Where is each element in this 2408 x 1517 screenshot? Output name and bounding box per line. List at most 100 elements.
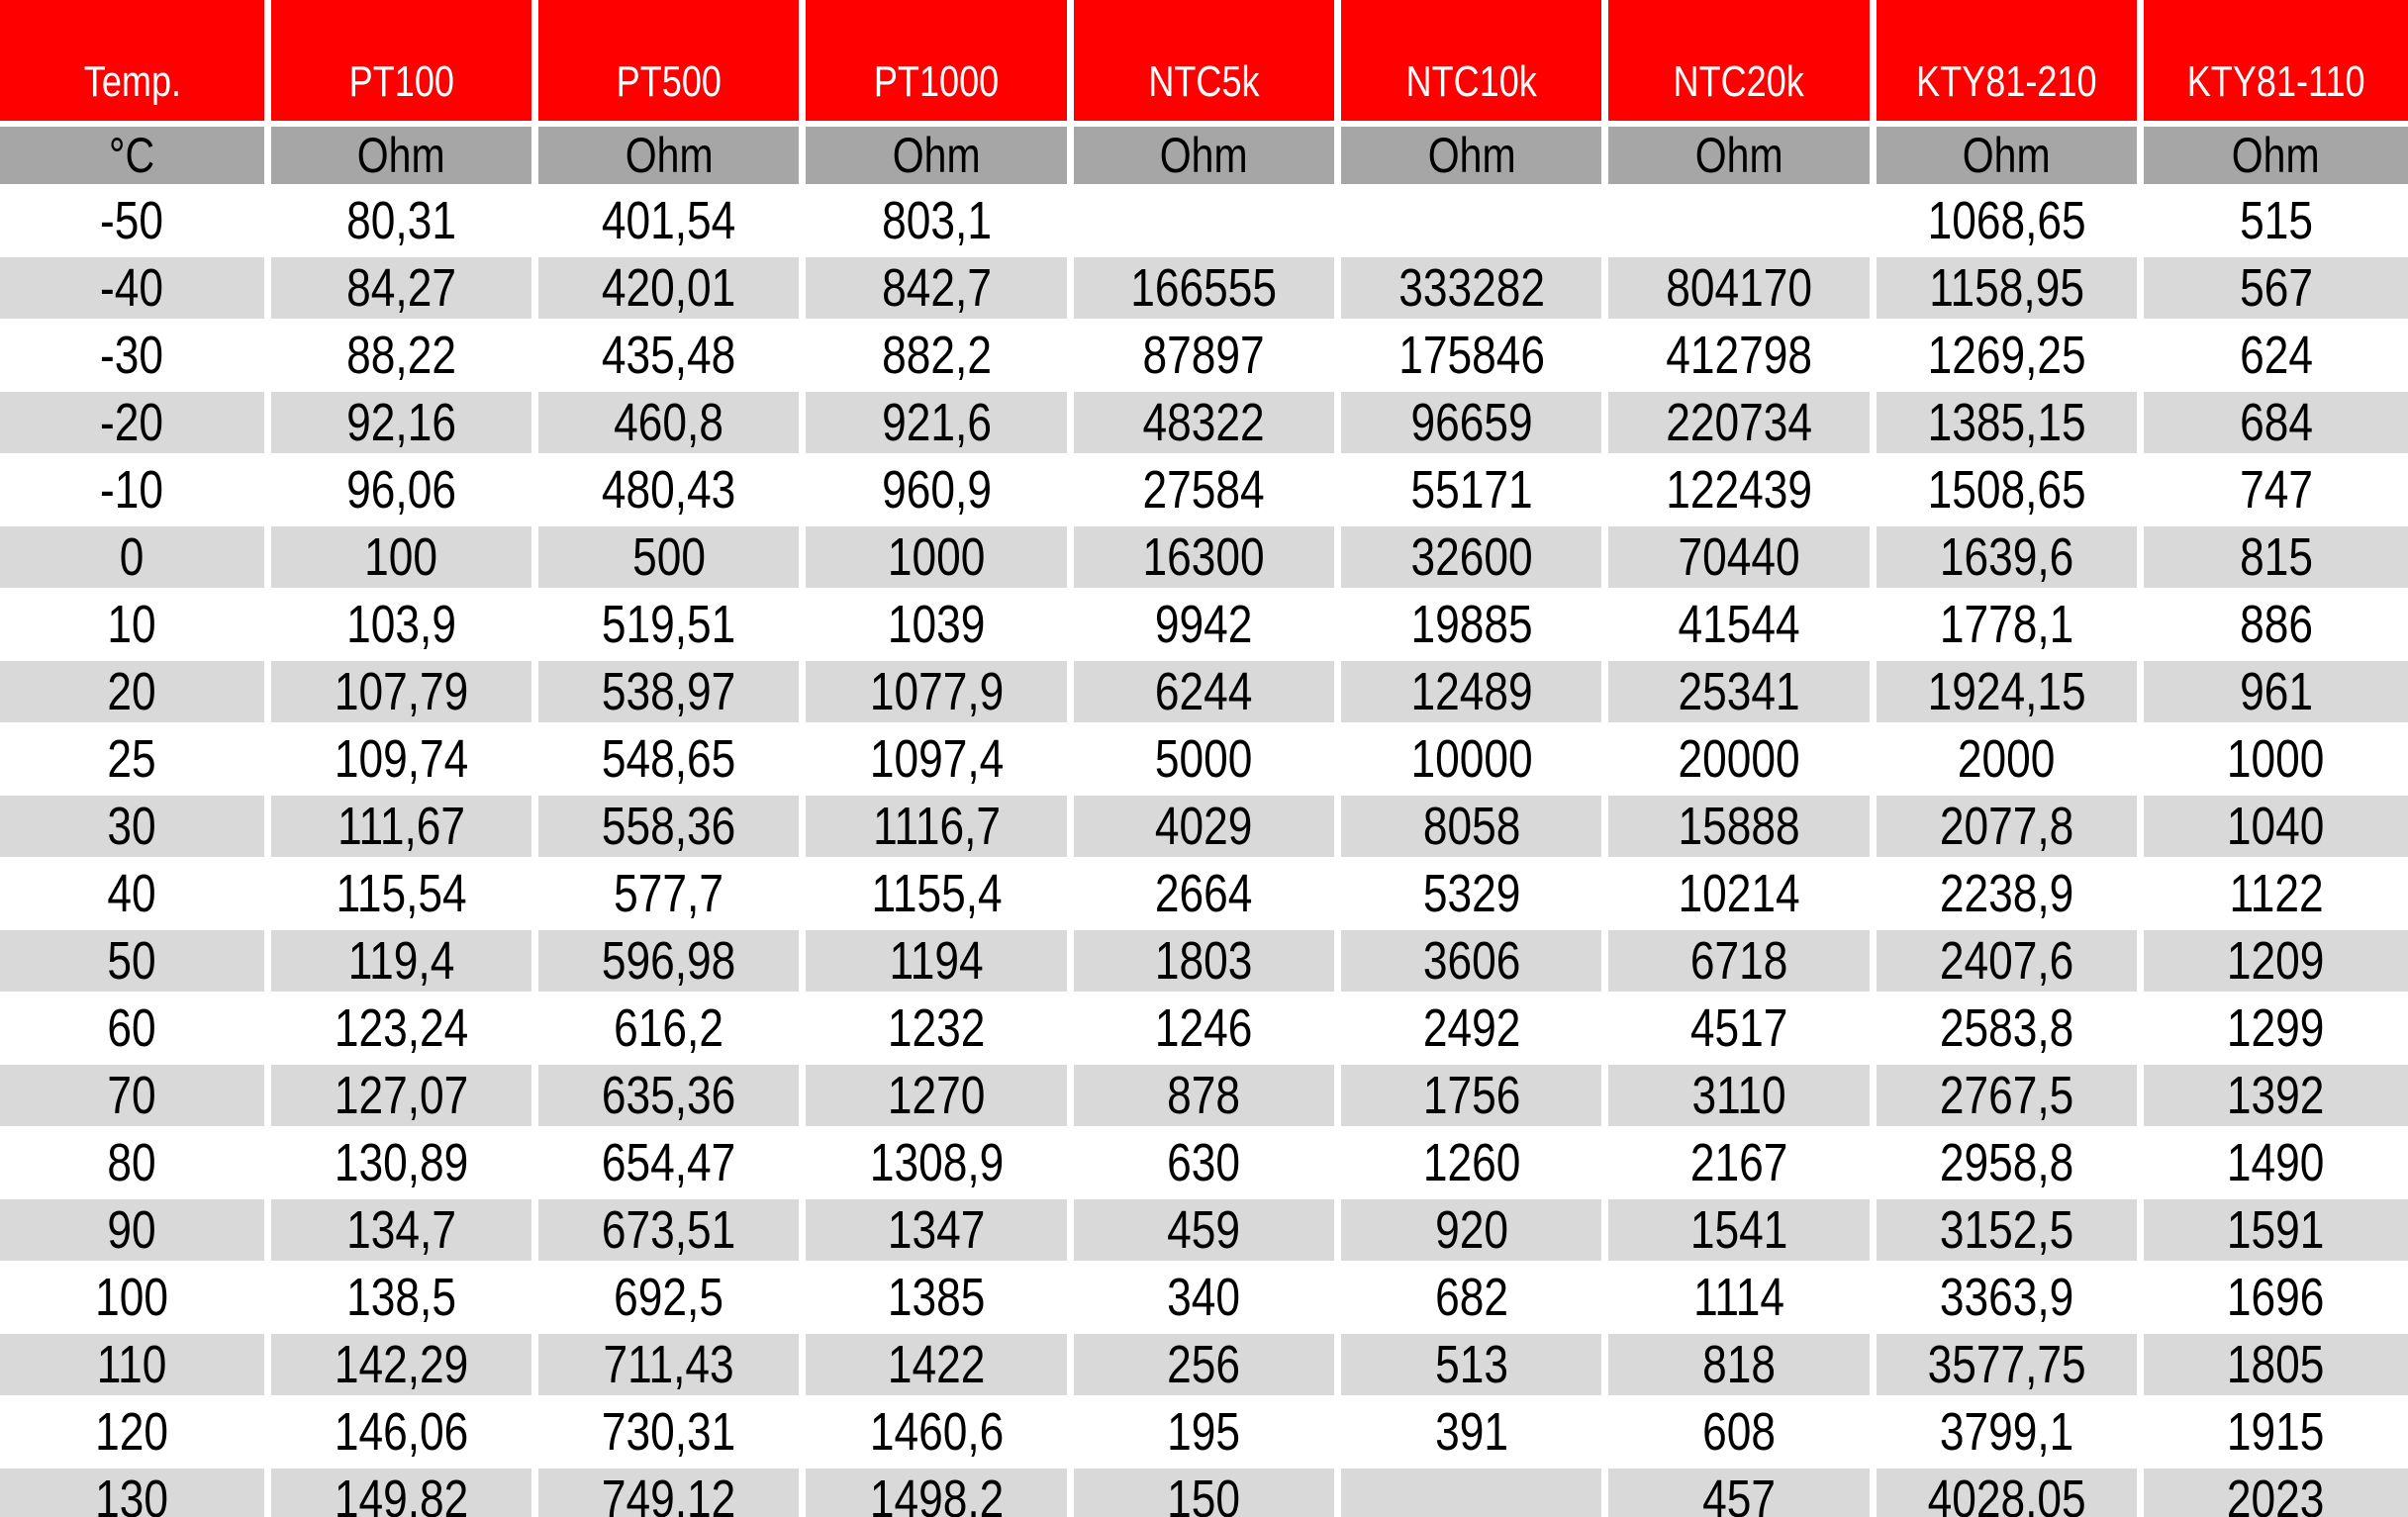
value-cell-label: 20000 bbox=[1678, 729, 1800, 789]
value-cell: 519,51 bbox=[534, 591, 807, 661]
value-cell-label: 515 bbox=[2239, 191, 2313, 250]
temp-cell: 60 bbox=[0, 995, 271, 1065]
value-cell-label: 1122 bbox=[2228, 864, 2324, 923]
value-cell: 401,54 bbox=[534, 187, 807, 257]
value-cell: 1422 bbox=[802, 1331, 1074, 1401]
header-ntc5k-label: NTC5k bbox=[1148, 57, 1260, 106]
value-cell-label: 630 bbox=[1167, 1133, 1241, 1192]
table-row: 110 142,29 711,43 1422 256 513 818 3577,75 1805 bbox=[0, 1331, 2408, 1401]
value-cell: 55171 bbox=[1337, 456, 1609, 526]
table-row: 25 109,74 548,65 1097,4 5000 10000 20000 2000 10… bbox=[0, 725, 2408, 796]
value-cell: 3577,75 bbox=[1873, 1331, 2145, 1401]
value-cell: 804170 bbox=[1604, 254, 1877, 325]
value-cell-label: 1778,1 bbox=[1939, 595, 2074, 654]
temp-cell: -10 bbox=[0, 456, 271, 526]
value-cell: 803,1 bbox=[802, 187, 1074, 257]
table-row: -20 92,16 460,8 921,6 48322 96659 220734 1385,1… bbox=[0, 389, 2408, 459]
header-ntc10k-label: NTC10k bbox=[1405, 57, 1537, 106]
value-cell bbox=[1070, 187, 1342, 257]
value-cell-label: 6718 bbox=[1689, 931, 1788, 991]
value-cell: 654,47 bbox=[534, 1129, 807, 1199]
value-cell-label: 1460,6 bbox=[869, 1402, 1004, 1462]
value-cell: 513 bbox=[1337, 1331, 1609, 1401]
value-cell-label: 577,7 bbox=[614, 864, 724, 923]
unit-kty81-210: Ohm bbox=[1873, 124, 2145, 190]
temp-cell-label: 10 bbox=[107, 595, 157, 654]
unit-pt500-label: Ohm bbox=[625, 128, 714, 183]
temp-cell: 70 bbox=[0, 1062, 271, 1132]
value-cell: 1347 bbox=[802, 1196, 1074, 1267]
value-cell-label: 1639,6 bbox=[1939, 527, 2074, 587]
value-cell-label: 142,29 bbox=[334, 1335, 469, 1394]
value-cell-label: 122439 bbox=[1666, 460, 1813, 520]
header-pt1000: PT1000 bbox=[802, 0, 1074, 127]
unit-ntc20k-label: Ohm bbox=[1694, 128, 1783, 183]
value-cell-label: 32600 bbox=[1410, 527, 1533, 587]
value-cell: 1498,2 bbox=[802, 1466, 1074, 1517]
value-cell: 2664 bbox=[1070, 860, 1342, 930]
value-cell: 134,7 bbox=[267, 1196, 539, 1267]
temp-cell: 90 bbox=[0, 1196, 271, 1267]
value-cell-label: 3152,5 bbox=[1939, 1200, 2074, 1260]
value-cell bbox=[1337, 187, 1609, 257]
table-row: 90 134,7 673,51 1347 459 920 1541 3152,5 1591 bbox=[0, 1196, 2408, 1267]
value-cell: 730,31 bbox=[534, 1398, 807, 1469]
value-cell: 711,43 bbox=[534, 1331, 807, 1401]
value-cell-label: 616,2 bbox=[614, 998, 724, 1058]
value-cell: 630 bbox=[1070, 1129, 1342, 1199]
value-cell: 635,36 bbox=[534, 1062, 807, 1132]
value-cell: 2407,6 bbox=[1873, 927, 2145, 997]
value-cell: 109,74 bbox=[267, 725, 539, 796]
value-cell-label: 1194 bbox=[889, 931, 984, 991]
temp-cell: 0 bbox=[0, 523, 271, 594]
value-cell-label: 92,16 bbox=[346, 393, 456, 452]
table-row: 30 111,67 558,36 1116,7 4029 8058 15888 2077,8 1… bbox=[0, 793, 2408, 863]
value-cell: 100 bbox=[267, 523, 539, 594]
value-cell: 2077,8 bbox=[1873, 793, 2145, 863]
value-cell: 127,07 bbox=[267, 1062, 539, 1132]
value-cell-label: 220734 bbox=[1666, 393, 1813, 452]
value-cell: 842,7 bbox=[802, 254, 1074, 325]
value-cell-label: 127,07 bbox=[334, 1066, 469, 1125]
value-cell: 1639,6 bbox=[1873, 523, 2145, 594]
value-cell: 12489 bbox=[1337, 658, 1609, 728]
header-pt100: PT100 bbox=[267, 0, 539, 127]
value-cell-label: 3799,1 bbox=[1939, 1402, 2074, 1462]
value-cell-label: 804170 bbox=[1666, 258, 1813, 318]
temp-cell-label: -30 bbox=[100, 326, 164, 385]
value-cell-label: 134,7 bbox=[346, 1200, 456, 1260]
value-cell-label: 842,7 bbox=[881, 258, 992, 318]
value-cell-label: 596,98 bbox=[602, 931, 736, 991]
value-cell: 1805 bbox=[2140, 1331, 2408, 1401]
value-cell: 1696 bbox=[2140, 1264, 2408, 1334]
temp-cell-label: 50 bbox=[107, 931, 157, 991]
header-pt500: PT500 bbox=[534, 0, 807, 127]
unit-pt100: Ohm bbox=[267, 124, 539, 190]
value-cell: 9942 bbox=[1070, 591, 1342, 661]
value-cell-label: 27584 bbox=[1142, 460, 1266, 520]
value-cell: 340 bbox=[1070, 1264, 1342, 1334]
temp-cell-label: 60 bbox=[107, 998, 157, 1058]
value-cell-label: 391 bbox=[1434, 1402, 1508, 1462]
temp-cell: -20 bbox=[0, 389, 271, 459]
unit-ntc5k: Ohm bbox=[1070, 124, 1342, 190]
value-cell: 6244 bbox=[1070, 658, 1342, 728]
temp-cell: 10 bbox=[0, 591, 271, 661]
value-cell-label: 84,27 bbox=[346, 258, 456, 318]
value-cell-label: 635,36 bbox=[602, 1066, 736, 1125]
value-cell: 1040 bbox=[2140, 793, 2408, 863]
value-cell-label: 80,31 bbox=[346, 191, 456, 250]
value-cell: 886 bbox=[2140, 591, 2408, 661]
value-cell: 548,65 bbox=[534, 725, 807, 796]
temp-cell: 120 bbox=[0, 1398, 271, 1469]
value-cell: 96659 bbox=[1337, 389, 1609, 459]
value-cell: 616,2 bbox=[534, 995, 807, 1065]
value-cell-label: 8058 bbox=[1422, 797, 1521, 856]
value-cell: 1508,65 bbox=[1873, 456, 2145, 526]
value-cell-label: 55171 bbox=[1410, 460, 1533, 520]
table-row: 20 107,79 538,97 1077,9 6244 12489 25341 1924,1… bbox=[0, 658, 2408, 728]
value-cell: 420,01 bbox=[534, 254, 807, 325]
value-cell-label: 100 bbox=[364, 527, 438, 587]
table-row: 70 127,07 635,36 1270 878 1756 3110 2767,5 1392 bbox=[0, 1062, 2408, 1132]
